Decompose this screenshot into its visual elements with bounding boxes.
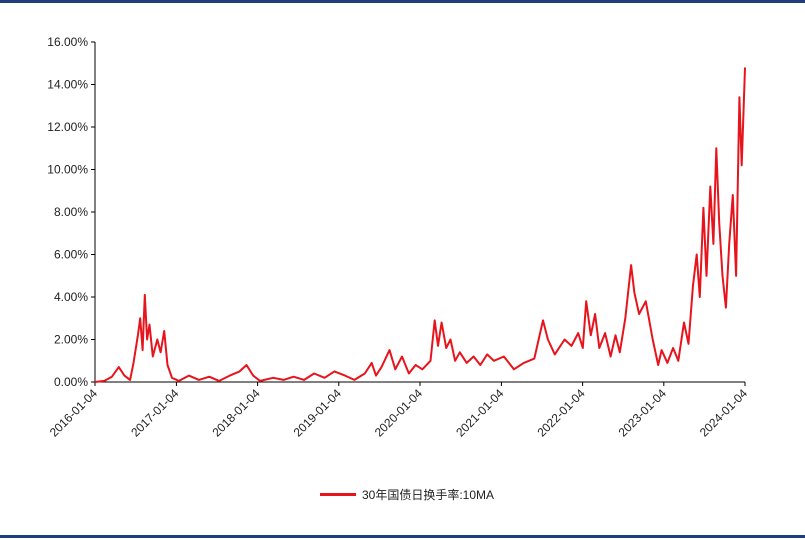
x-axis: 2016-01-04 2017-01-04 2018-01-04 2019-01-04… — [47, 381, 751, 440]
legend: 30年国债日换手率:10MA — [320, 486, 494, 503]
x-tick-label: 2022-01-04 — [534, 386, 588, 440]
y-tick-label: 2.00% — [54, 333, 88, 347]
x-tick-label: 2017-01-04 — [128, 386, 182, 440]
bottom-border-rule — [0, 535, 805, 538]
y-axis: 0.00% 2.00% 4.00% 6.00% 8.00% 10.00% 12.00% 14.… — [47, 35, 96, 389]
x-tick-label: 2019-01-04 — [291, 386, 345, 440]
y-tick-label: 0.00% — [54, 375, 88, 389]
series-line — [94, 67, 746, 383]
x-tick-label: 2020-01-04 — [372, 386, 426, 440]
x-tick-label: 2016-01-04 — [47, 386, 101, 440]
legend-label: 30年国债日换手率:10MA — [362, 488, 495, 502]
x-tick-label: 2018-01-04 — [209, 386, 263, 440]
y-tick-label: 10.00% — [47, 163, 88, 177]
y-tick-label: 8.00% — [54, 205, 88, 219]
top-border-rule — [0, 0, 805, 3]
x-tick-label: 2023-01-04 — [616, 386, 670, 440]
y-tick-label: 12.00% — [47, 120, 88, 134]
y-tick-label: 4.00% — [54, 290, 88, 304]
y-tick-label: 14.00% — [47, 78, 88, 92]
y-tick-label: 16.00% — [47, 35, 88, 49]
legend-swatch — [320, 493, 356, 496]
x-tick-label: 2021-01-04 — [453, 386, 507, 440]
x-tick-label: 2024-01-04 — [697, 386, 751, 440]
plot-area — [94, 67, 746, 383]
y-tick-label: 6.00% — [54, 248, 88, 262]
